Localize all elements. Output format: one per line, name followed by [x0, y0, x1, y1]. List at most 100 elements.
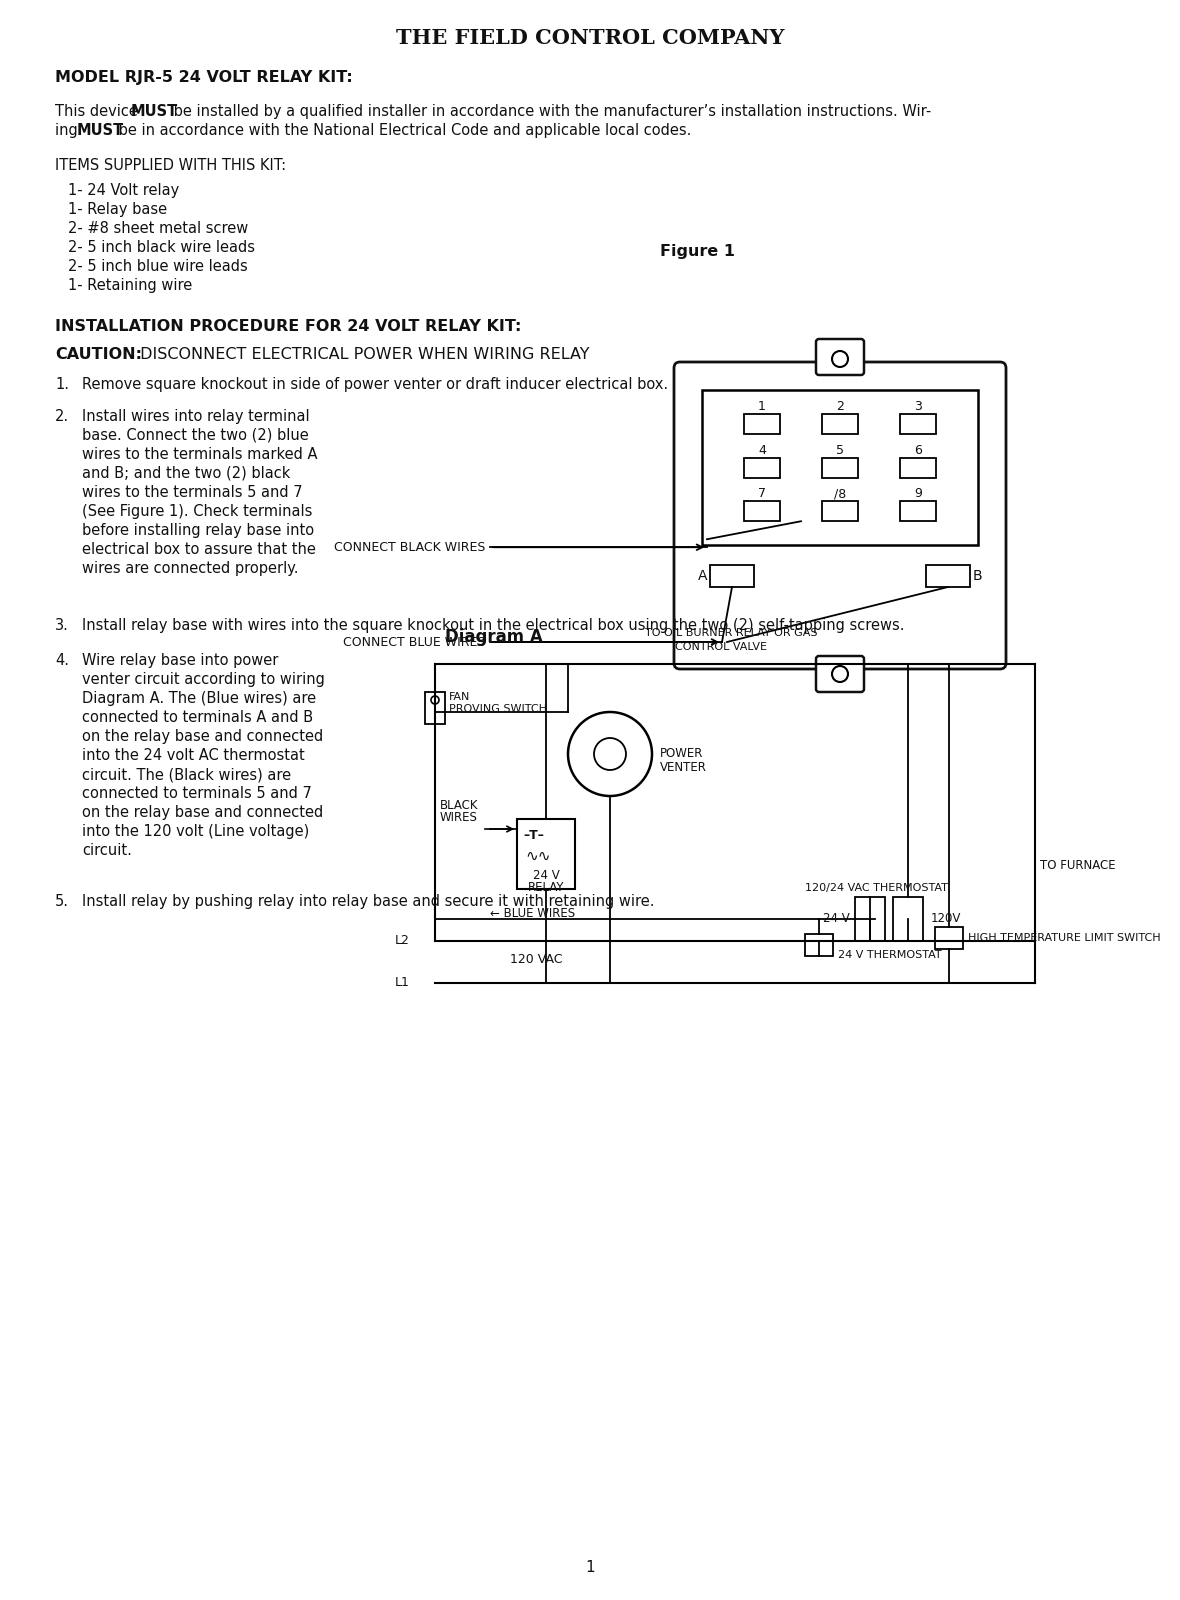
Circle shape	[431, 696, 439, 704]
Text: 24 V: 24 V	[824, 912, 850, 925]
Text: 7: 7	[758, 488, 766, 501]
Text: 1- 24 Volt relay: 1- 24 Volt relay	[68, 182, 179, 198]
Text: venter circuit according to wiring: venter circuit according to wiring	[81, 672, 324, 686]
Text: 120/24 VAC THERMOSTAT: 120/24 VAC THERMOSTAT	[805, 883, 948, 893]
Text: Diagram A: Diagram A	[445, 627, 543, 646]
Text: electrical box to assure that the: electrical box to assure that the	[81, 542, 316, 557]
Text: 2- #8 sheet metal screw: 2- #8 sheet metal screw	[68, 221, 248, 235]
Circle shape	[832, 666, 848, 682]
Text: VENTER: VENTER	[660, 762, 707, 774]
Bar	[805, 934, 833, 955]
Bar	[745, 458, 780, 477]
Bar	[900, 458, 936, 477]
Text: 120V: 120V	[931, 912, 962, 925]
Text: and B; and the two (2) black: and B; and the two (2) black	[81, 466, 290, 482]
Text: MUST: MUST	[131, 104, 178, 118]
Text: connected to terminals 5 and 7: connected to terminals 5 and 7	[81, 786, 312, 802]
Text: wires to the terminals 5 and 7: wires to the terminals 5 and 7	[81, 485, 302, 499]
Text: 3: 3	[914, 400, 922, 413]
Text: 1: 1	[758, 400, 766, 413]
Bar	[900, 501, 936, 522]
Text: Remove square knockout in side of power venter or draft inducer electrical box.: Remove square knockout in side of power …	[81, 378, 668, 392]
Text: circuit. The (Black wires) are: circuit. The (Black wires) are	[81, 766, 291, 782]
Text: be installed by a qualified installer in accordance with the manufacturer’s inst: be installed by a qualified installer in…	[169, 104, 931, 118]
Bar	[702, 390, 978, 546]
Text: be in accordance with the National Electrical Code and applicable local codes.: be in accordance with the National Elect…	[114, 123, 691, 138]
Text: Install relay by pushing relay into relay base and secure it with retaining wire: Install relay by pushing relay into rela…	[81, 894, 655, 909]
Text: POWER: POWER	[660, 747, 703, 760]
Circle shape	[832, 350, 848, 366]
Text: INSTALLATION PROCEDURE FOR 24 VOLT RELAY KIT:: INSTALLATION PROCEDURE FOR 24 VOLT RELAY…	[55, 318, 522, 334]
Text: ing: ing	[55, 123, 83, 138]
Text: 6: 6	[914, 443, 922, 456]
Text: RELAY: RELAY	[527, 882, 564, 894]
Text: (See Figure 1). Check terminals: (See Figure 1). Check terminals	[81, 504, 313, 518]
Bar	[926, 565, 970, 587]
Text: L1: L1	[395, 976, 409, 989]
Text: 1- Relay base: 1- Relay base	[68, 202, 168, 218]
Text: A: A	[697, 570, 707, 582]
Text: connected to terminals A and B: connected to terminals A and B	[81, 710, 313, 725]
Text: base. Connect the two (2) blue: base. Connect the two (2) blue	[81, 427, 309, 443]
Text: MUST: MUST	[77, 123, 124, 138]
Text: BLACK: BLACK	[440, 798, 479, 813]
Text: Install wires into relay terminal: Install wires into relay terminal	[81, 410, 309, 424]
Text: wires to the terminals marked A: wires to the terminals marked A	[81, 446, 317, 462]
Bar	[935, 926, 963, 949]
Text: into the 24 volt AC thermostat: into the 24 volt AC thermostat	[81, 749, 304, 763]
Text: on the relay base and connected: on the relay base and connected	[81, 730, 323, 744]
Text: TO FURNACE: TO FURNACE	[1040, 859, 1115, 872]
Text: 9: 9	[914, 488, 922, 501]
Text: Diagram A. The (Blue wires) are: Diagram A. The (Blue wires) are	[81, 691, 316, 706]
Text: ← BLUE WIRES: ← BLUE WIRES	[490, 907, 575, 920]
Text: TO OIL BURNER RELAY OR GAS: TO OIL BURNER RELAY OR GAS	[645, 627, 818, 638]
Text: DISCONNECT ELECTRICAL POWER WHEN WIRING RELAY: DISCONNECT ELECTRICAL POWER WHEN WIRING …	[135, 347, 590, 362]
FancyBboxPatch shape	[817, 656, 864, 691]
FancyBboxPatch shape	[674, 362, 1007, 669]
Text: 2- 5 inch black wire leads: 2- 5 inch black wire leads	[68, 240, 255, 254]
Bar	[822, 458, 858, 477]
Bar	[900, 414, 936, 434]
Text: 2.: 2.	[55, 410, 70, 424]
Text: –T–: –T–	[523, 829, 544, 842]
Text: ITEMS SUPPLIED WITH THIS KIT:: ITEMS SUPPLIED WITH THIS KIT:	[55, 158, 286, 173]
Text: CONNECT BLUE WIRES: CONNECT BLUE WIRES	[342, 635, 485, 648]
Bar	[710, 565, 754, 587]
Text: /8: /8	[834, 488, 846, 501]
Text: B: B	[974, 570, 983, 582]
Text: 24 V THERMOSTAT: 24 V THERMOSTAT	[838, 950, 942, 960]
Text: 1.: 1.	[55, 378, 68, 392]
Text: 1: 1	[585, 1560, 595, 1574]
Bar	[745, 414, 780, 434]
Text: circuit.: circuit.	[81, 843, 132, 858]
Text: THE FIELD CONTROL COMPANY: THE FIELD CONTROL COMPANY	[395, 27, 785, 48]
Text: PROVING SWITCH: PROVING SWITCH	[450, 704, 548, 714]
Text: CONTROL VALVE: CONTROL VALVE	[675, 642, 767, 653]
Text: WIRES: WIRES	[440, 811, 478, 824]
Text: Wire relay base into power: Wire relay base into power	[81, 653, 278, 669]
Text: before installing relay base into: before installing relay base into	[81, 523, 314, 538]
Text: 5.: 5.	[55, 894, 68, 909]
Bar	[856, 898, 885, 941]
Text: This device: This device	[55, 104, 143, 118]
Text: Install relay base with wires into the square knockout in the electrical box usi: Install relay base with wires into the s…	[81, 618, 905, 634]
Text: 120 VAC: 120 VAC	[510, 954, 563, 966]
Text: 3.: 3.	[55, 618, 68, 634]
Text: CAUTION:: CAUTION:	[55, 347, 142, 362]
Text: 4: 4	[758, 443, 766, 456]
Bar	[822, 414, 858, 434]
Bar	[893, 898, 923, 941]
Text: Figure 1: Figure 1	[660, 243, 735, 259]
Text: 2- 5 inch blue wire leads: 2- 5 inch blue wire leads	[68, 259, 248, 274]
Bar	[425, 691, 445, 723]
Text: 2: 2	[837, 400, 844, 413]
Text: MODEL RJR-5 24 VOLT RELAY KIT:: MODEL RJR-5 24 VOLT RELAY KIT:	[55, 70, 353, 85]
FancyBboxPatch shape	[817, 339, 864, 374]
Text: on the relay base and connected: on the relay base and connected	[81, 805, 323, 819]
Text: FAN: FAN	[450, 691, 471, 702]
Circle shape	[594, 738, 627, 770]
Text: HIGH TEMPERATURE LIMIT SWITCH: HIGH TEMPERATURE LIMIT SWITCH	[968, 933, 1161, 942]
Text: L2: L2	[395, 934, 409, 947]
Text: 24 V: 24 V	[532, 869, 559, 882]
Bar	[745, 501, 780, 522]
